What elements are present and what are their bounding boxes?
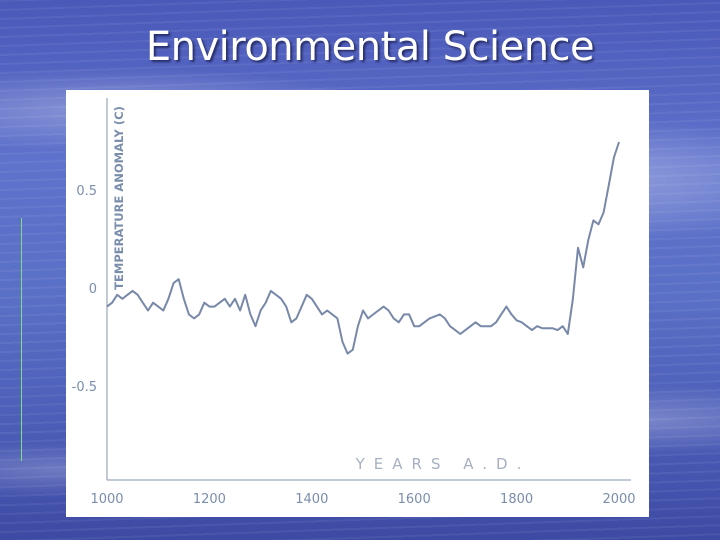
x-tick-label: 1800	[500, 492, 533, 507]
x-tick-label: 1000	[90, 492, 123, 507]
x-tick-label: 1200	[193, 492, 226, 507]
x-axis-label: YEARS A.D.	[355, 455, 531, 473]
chart-panel: 0.5 0 -0.5 1000 1200 1400 1600 1800 2000 YEARS A…	[66, 90, 649, 517]
temperature-chart: 0.5 0 -0.5 1000 1200 1400 1600 1800 2000 YEARS A…	[72, 98, 636, 507]
decorative-divider	[21, 218, 22, 461]
y-axis-label: TEMPERATURE ANOMALY (C)	[112, 106, 126, 290]
y-tick-label: 0	[89, 282, 97, 297]
slide-title: Environmental Science	[145, 24, 595, 70]
x-tick-label: 1400	[295, 492, 328, 507]
y-tick-label: 0.5	[76, 184, 97, 199]
x-tick-label: 1600	[398, 492, 431, 507]
x-tick-label: 2000	[602, 492, 635, 507]
y-tick-label: -0.5	[72, 380, 97, 395]
series-line-temperature-anomaly	[106, 141, 620, 355]
